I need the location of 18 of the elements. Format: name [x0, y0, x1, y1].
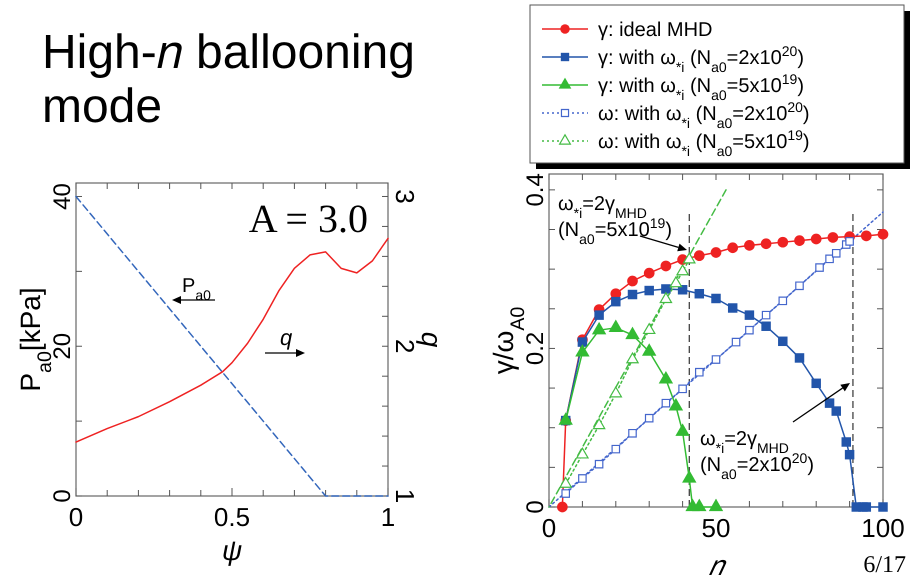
y-tick-label: 40 — [49, 183, 76, 210]
legend-label: γ: ideal MHD — [598, 19, 712, 41]
annotation: q — [280, 325, 293, 350]
text: ω$_{*i}$=2γ$_{MHD}$ (N$_{a0}$=2x10$^{20}$) — [700, 428, 814, 482]
y2-tick-label: 1 — [390, 488, 420, 504]
x-tick-label: 1 — [380, 502, 396, 532]
x-axis-title: ψ — [222, 535, 242, 566]
text: 6/17 — [863, 552, 906, 578]
x-axis-title: 𝑛 — [708, 550, 728, 581]
x-tick-label: 0.5 — [214, 502, 250, 532]
y2-tick-label: 3 — [390, 189, 420, 204]
y-tick-label: 0.4 — [522, 173, 549, 207]
x-tick-label: 100 — [861, 513, 905, 543]
annotation: A = 3.0 — [248, 196, 368, 241]
y-tick-label: 0 — [49, 489, 76, 503]
x-tick-label: 50 — [702, 513, 730, 543]
text: ω$_{*i}$=2γ$_{MHD}$ (N$_{a0}$=5x10$^{19}$) — [558, 193, 672, 247]
chart-title: High-𝑛 ballooning mode — [42, 26, 415, 133]
